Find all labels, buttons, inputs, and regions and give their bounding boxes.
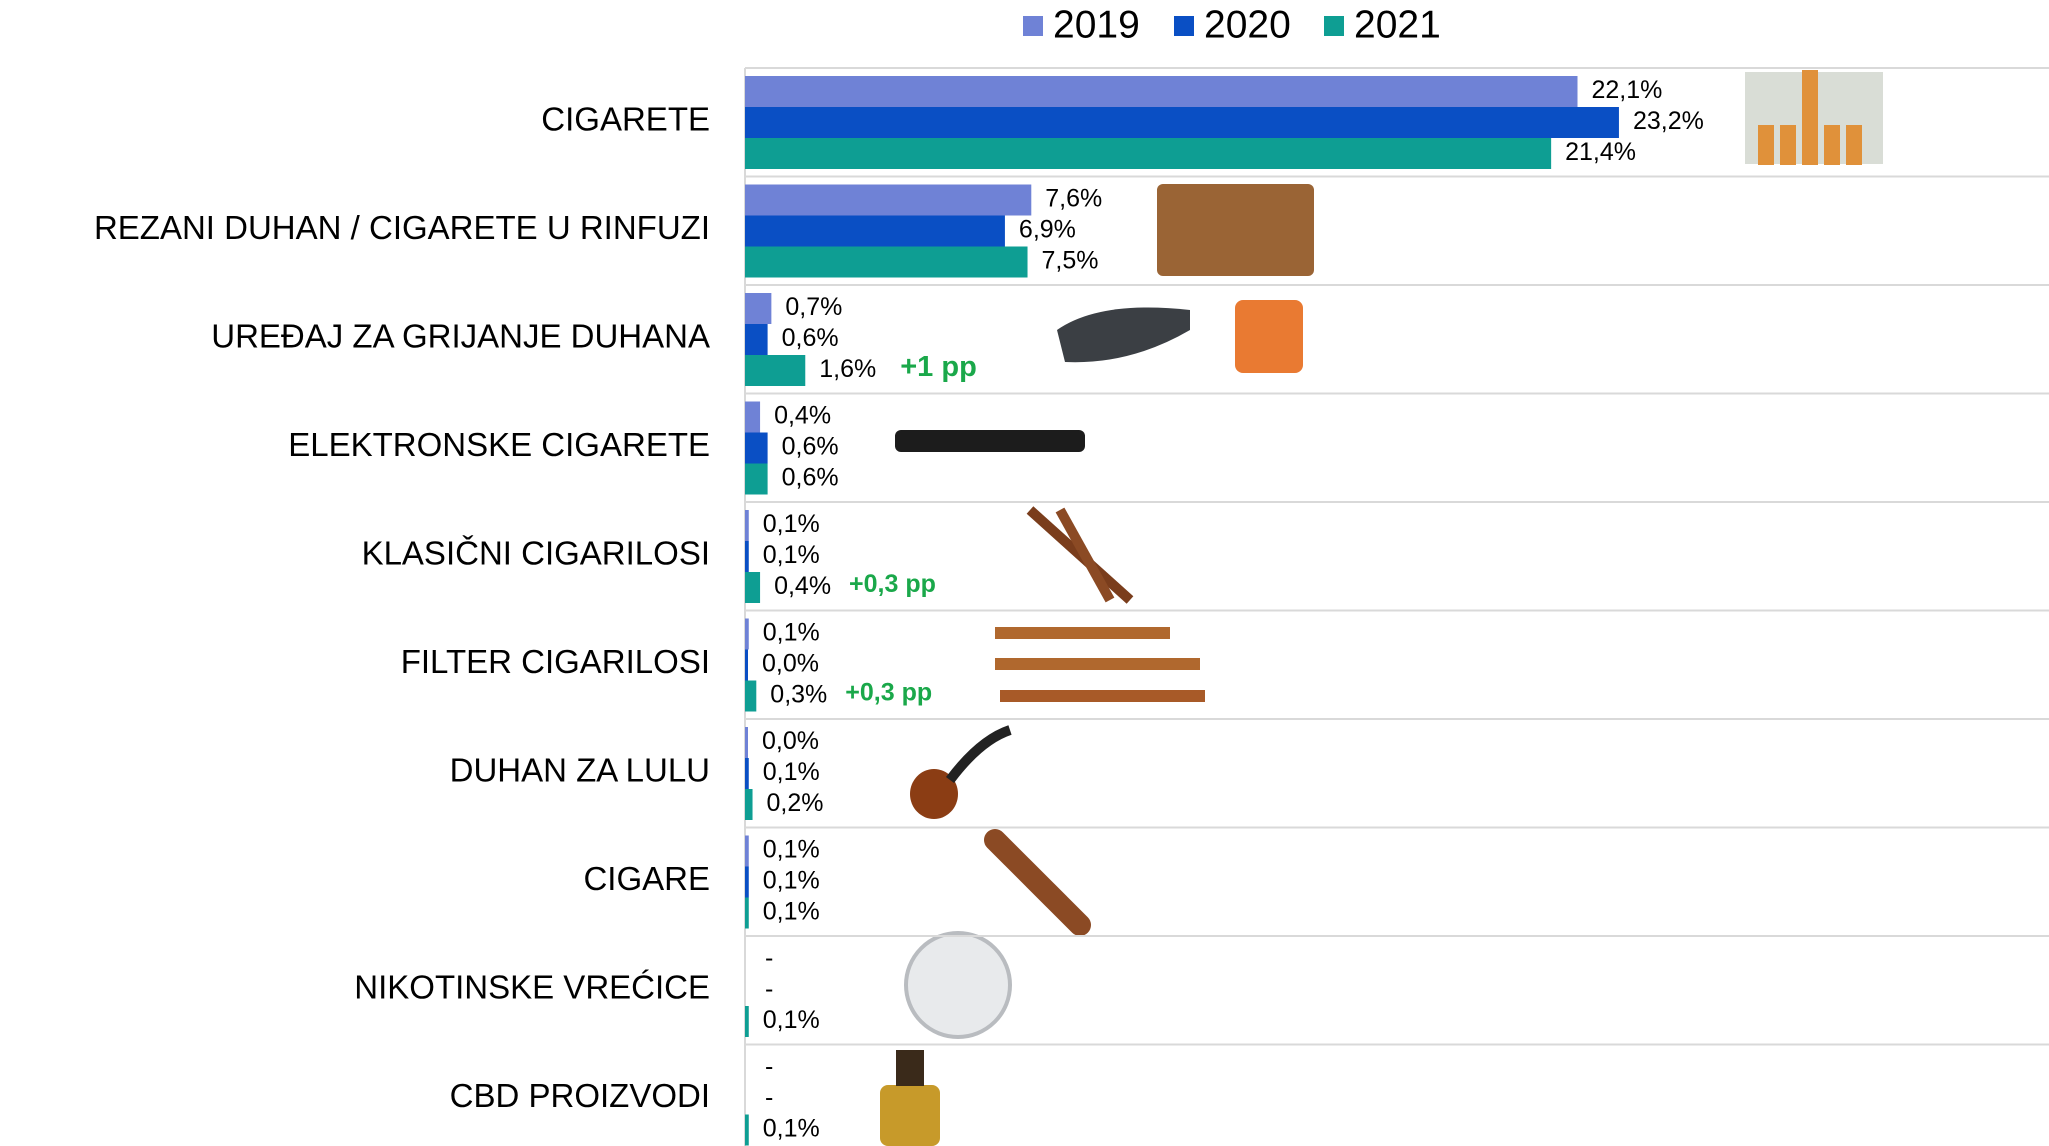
legend-swatch bbox=[1023, 16, 1043, 36]
annotation: +0,3 pp bbox=[849, 570, 936, 598]
value-label: 0,1% bbox=[763, 836, 820, 864]
annotation: +1 pp bbox=[900, 351, 977, 383]
value-label: 22,1% bbox=[1592, 76, 1663, 104]
value-label: 0,6% bbox=[782, 324, 839, 352]
value-label: 0,1% bbox=[763, 619, 820, 647]
value-label: 0,1% bbox=[763, 898, 820, 926]
value-label: 21,4% bbox=[1565, 138, 1636, 166]
value-label: 1,6% bbox=[819, 355, 876, 383]
bar bbox=[745, 898, 749, 929]
category-label: DUHAN ZA LULU bbox=[450, 752, 710, 789]
image-detail bbox=[1824, 125, 1840, 165]
category-label: KLASIČNI CIGARILOSI bbox=[362, 535, 710, 572]
bar bbox=[745, 433, 768, 464]
value-label: 0,4% bbox=[774, 402, 831, 430]
pouch-image bbox=[906, 933, 1010, 1037]
cbd-bottle-image bbox=[896, 1050, 924, 1086]
cigar-image bbox=[995, 840, 1080, 925]
category-label: UREĐAJ ZA GRIJANJE DUHANA bbox=[211, 318, 710, 355]
category-label: CBD PROIZVODI bbox=[450, 1077, 710, 1114]
legend-swatch bbox=[1324, 16, 1344, 36]
bar bbox=[745, 1115, 749, 1146]
bar bbox=[745, 216, 1005, 247]
value-label: 0,4% bbox=[774, 572, 831, 600]
value-label: 0,2% bbox=[767, 789, 824, 817]
legend-label: 2021 bbox=[1354, 3, 1441, 46]
bar bbox=[745, 324, 768, 355]
category-label: FILTER CIGARILOSI bbox=[401, 643, 710, 680]
bar bbox=[745, 572, 760, 603]
bar bbox=[745, 185, 1031, 216]
ecig-image bbox=[895, 430, 1085, 452]
bar bbox=[745, 1006, 749, 1037]
value-label: - bbox=[765, 944, 773, 972]
bar bbox=[745, 138, 1551, 169]
value-label: 0,0% bbox=[762, 650, 819, 678]
bar bbox=[745, 293, 771, 324]
value-label: 6,9% bbox=[1019, 216, 1076, 244]
value-label: - bbox=[765, 1053, 773, 1081]
category-label: ELEKTRONSKE CIGARETE bbox=[288, 426, 710, 463]
legend-swatch bbox=[1174, 16, 1194, 36]
value-label: 7,5% bbox=[1042, 247, 1099, 275]
pipe-image bbox=[950, 730, 1010, 780]
heater-box-image bbox=[1235, 300, 1303, 373]
value-label: 0,7% bbox=[785, 293, 842, 321]
value-label: 0,1% bbox=[763, 867, 820, 895]
value-label: 0,6% bbox=[782, 464, 839, 492]
bar bbox=[745, 727, 748, 758]
tobacco-image bbox=[1157, 184, 1314, 276]
image-detail bbox=[1758, 125, 1774, 165]
image-detail bbox=[1780, 125, 1796, 165]
category-label: NIKOTINSKE VREĆICE bbox=[354, 969, 710, 1006]
legend-label: 2020 bbox=[1204, 3, 1291, 46]
bar bbox=[745, 76, 1578, 107]
value-label: 0,1% bbox=[763, 1115, 820, 1143]
heater-image bbox=[1057, 308, 1190, 363]
chart: 2019 2020 2021 CIGARETE 22,1% 23,2% 21,4% REZAN… bbox=[0, 0, 2049, 1146]
bar bbox=[745, 464, 768, 495]
image-detail bbox=[1846, 125, 1862, 165]
category-label: REZANI DUHAN / CIGARETE U RINFUZI bbox=[94, 209, 710, 246]
value-label: 0,1% bbox=[763, 1006, 820, 1034]
value-label: - bbox=[765, 1084, 773, 1112]
bar bbox=[745, 247, 1028, 278]
bar bbox=[745, 541, 749, 572]
bar bbox=[745, 867, 749, 898]
bar bbox=[745, 107, 1619, 138]
value-label: 23,2% bbox=[1633, 107, 1704, 135]
annotation: +0,3 pp bbox=[845, 679, 932, 707]
category-label: CIGARETE bbox=[541, 101, 710, 138]
bar bbox=[745, 650, 748, 681]
bar bbox=[745, 836, 749, 867]
value-label: 0,1% bbox=[763, 510, 820, 538]
value-label: 0,3% bbox=[770, 681, 827, 709]
bar bbox=[745, 510, 749, 541]
bar bbox=[745, 789, 753, 820]
bar bbox=[745, 402, 760, 433]
bar bbox=[745, 681, 756, 712]
category-label: CIGARE bbox=[583, 860, 710, 897]
value-label: 7,6% bbox=[1045, 185, 1102, 213]
cbd-bottle-image bbox=[880, 1085, 940, 1146]
value-label: 0,0% bbox=[762, 727, 819, 755]
image-detail bbox=[1802, 70, 1818, 165]
value-label: 0,1% bbox=[763, 541, 820, 569]
cigarillo-image bbox=[1060, 510, 1110, 600]
value-label: 0,6% bbox=[782, 433, 839, 461]
legend-label: 2019 bbox=[1053, 3, 1140, 46]
bar bbox=[745, 758, 749, 789]
value-label: 0,1% bbox=[763, 758, 820, 786]
value-label: - bbox=[765, 975, 773, 1003]
bar bbox=[745, 355, 805, 386]
bar bbox=[745, 619, 749, 650]
